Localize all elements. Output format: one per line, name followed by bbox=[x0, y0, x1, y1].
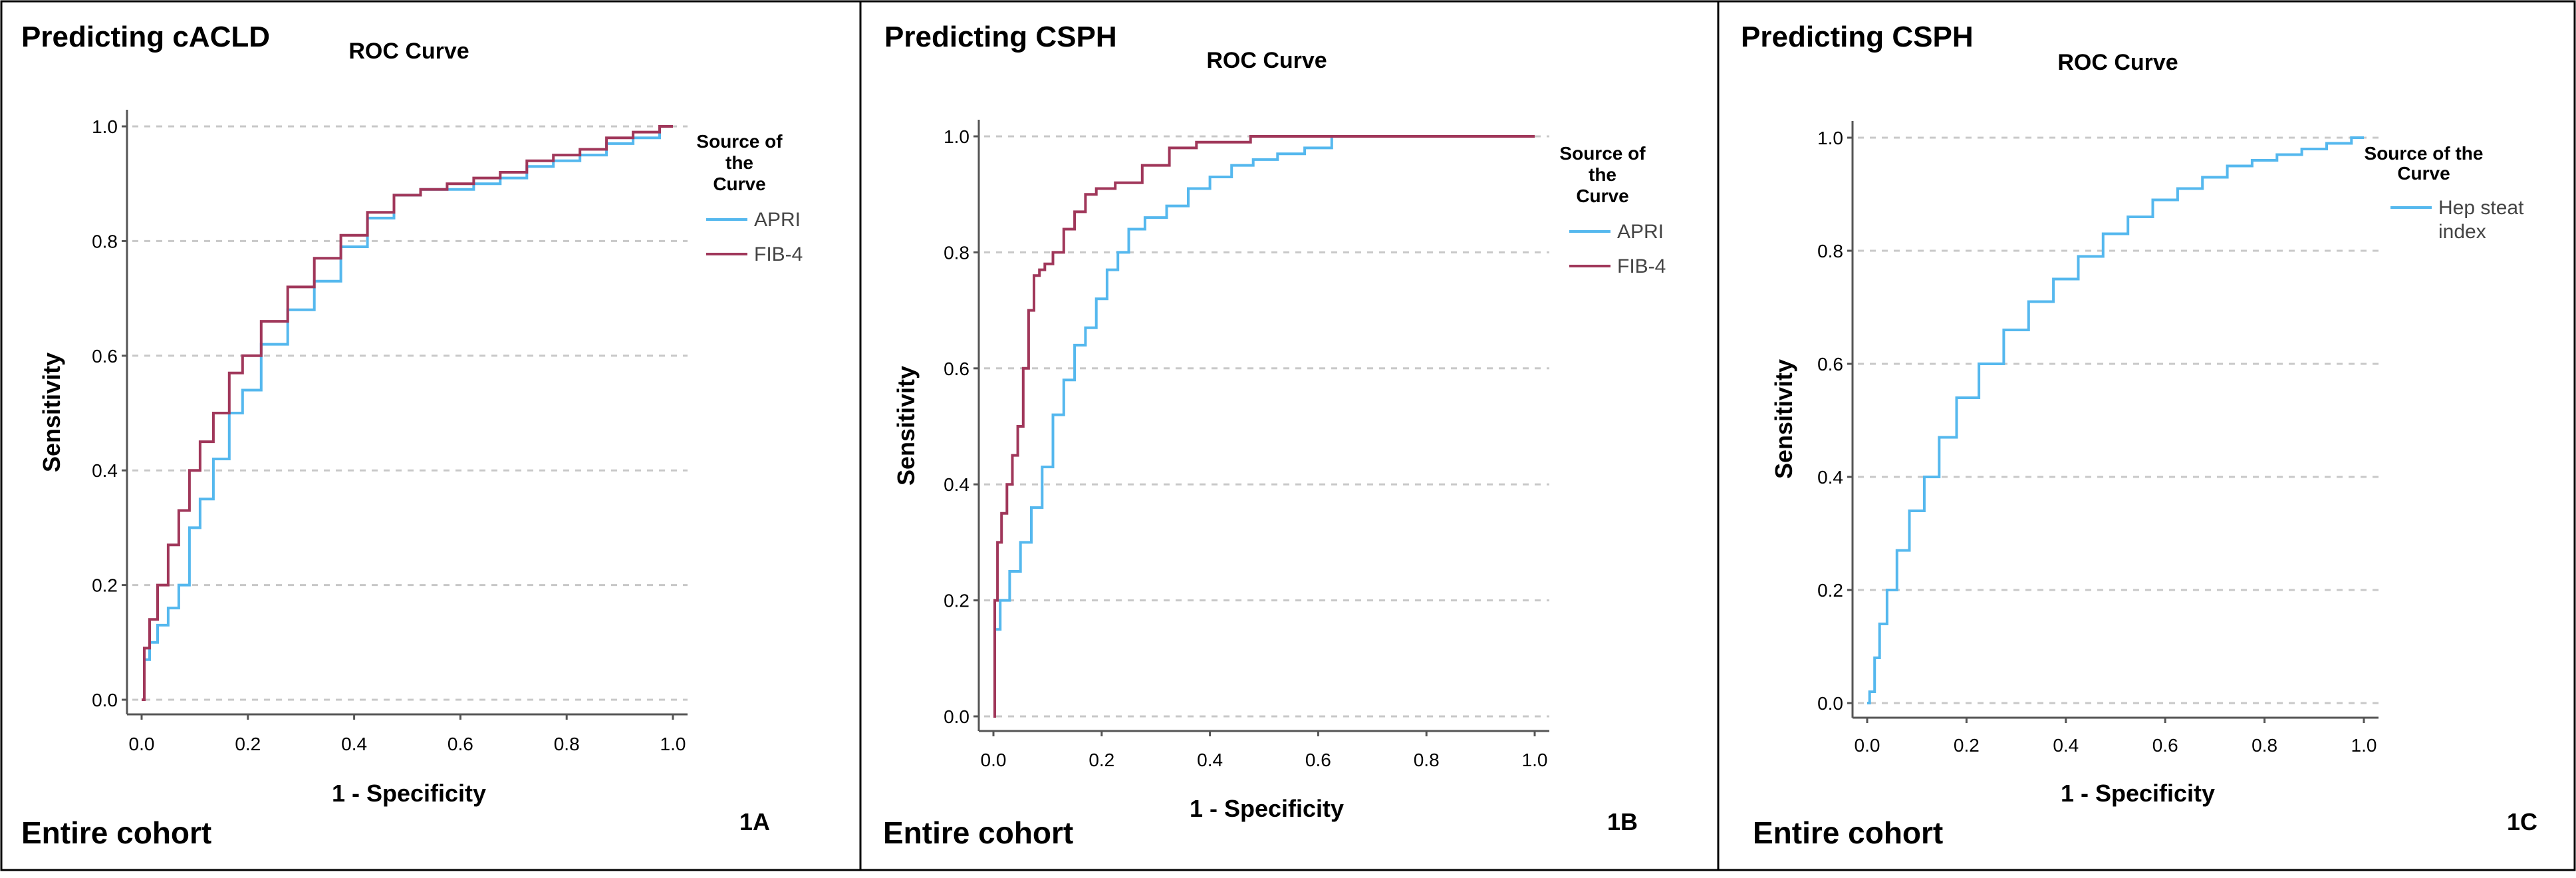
x-tick-label: 0.8 bbox=[1414, 750, 1440, 770]
y-tick-label: 0.0 bbox=[1817, 693, 1843, 714]
panel-1a-heading: Predicting cACLD bbox=[21, 21, 270, 53]
y-tick-label: 0.2 bbox=[1817, 580, 1843, 601]
panel-1c-border bbox=[1717, 0, 2576, 871]
roc-curve-fib-4 bbox=[993, 135, 1535, 718]
legend-label: APRI bbox=[754, 209, 801, 231]
y-tick-label: 0.8 bbox=[92, 231, 118, 251]
roc-curve-hep-steat-index bbox=[1867, 136, 2364, 704]
x-tick-label: 0.0 bbox=[129, 734, 155, 754]
x-tick-label: 0.8 bbox=[2252, 735, 2277, 756]
panel-1b-heading: Predicting CSPH bbox=[884, 21, 1117, 53]
y-tick-label: 0.4 bbox=[1817, 467, 1843, 488]
panel-1b-chart-title: ROC Curve bbox=[1206, 48, 1327, 73]
x-tick-label: 0.6 bbox=[2152, 735, 2178, 756]
panel-1c-chart-title: ROC Curve bbox=[2057, 50, 2178, 75]
y-tick-label: 0.8 bbox=[944, 242, 969, 263]
y-tick-label: 0.4 bbox=[944, 474, 969, 495]
x-tick-label: 0.0 bbox=[981, 750, 1007, 770]
y-tick-label: 0.2 bbox=[92, 575, 118, 596]
y-tick-label: 1.0 bbox=[92, 116, 118, 137]
panel-1b-id: 1B bbox=[1607, 808, 1638, 835]
panel-1a-plot: 0.0 0.2 0.4 0.6 0.8 1.0 0.0 0.2 0.4 0.6 0.8 1.0 bbox=[92, 110, 688, 754]
x-tick-label: 0.2 bbox=[1954, 735, 1980, 756]
panel-1a-chart-title: ROC Curve bbox=[348, 39, 469, 64]
panel-1a-x-axis-title: 1 - Specificity bbox=[332, 780, 486, 807]
legend-title: Curve bbox=[1576, 186, 1628, 206]
x-tick-label: 0.6 bbox=[1305, 750, 1331, 770]
y-tick-label: 0.8 bbox=[1817, 241, 1843, 261]
legend-title: Source of bbox=[1559, 143, 1646, 164]
panel-1b: Predicting CSPH ROC Curve 0.00.20.40.60.… bbox=[859, 0, 1720, 871]
panel-1b-footer: Entire cohort bbox=[883, 815, 1073, 850]
x-tick-label: 0.0 bbox=[1855, 735, 1880, 756]
panel-1c-x-axis-title: 1 - Specificity bbox=[2061, 780, 2215, 807]
y-tick-label: 0.4 bbox=[92, 460, 118, 481]
x-tick-label: 0.8 bbox=[554, 734, 580, 754]
y-tick-label: 0.0 bbox=[944, 706, 969, 727]
panel-1a-id: 1A bbox=[739, 808, 770, 835]
x-tick-label: 1.0 bbox=[660, 734, 686, 754]
panel-1c-id: 1C bbox=[2507, 808, 2537, 835]
roc-curve-apri bbox=[993, 135, 1535, 718]
panel-1a-footer: Entire cohort bbox=[21, 815, 211, 850]
y-tick-label: 1.0 bbox=[944, 126, 969, 147]
y-tick-label: 0.6 bbox=[92, 346, 118, 366]
roc-curve-fib-4 bbox=[142, 125, 673, 701]
legend-title: the bbox=[725, 152, 753, 173]
legend-label: index bbox=[2438, 221, 2486, 243]
x-tick-label: 0.2 bbox=[1089, 750, 1114, 770]
panel-1c-y-axis-title: Sensitivity bbox=[1770, 359, 1797, 479]
panel-1b-plot: 0.0 0.2 0.4 0.6 0.8 1.0 0.0 0.2 0.4 0.6 0.8 1.0 bbox=[944, 120, 1549, 770]
legend-title: Curve bbox=[2397, 163, 2450, 184]
y-tick-label: 0.6 bbox=[944, 359, 969, 379]
legend-title: Curve bbox=[713, 174, 765, 194]
panel-1c-heading: Predicting CSPH bbox=[1741, 21, 1974, 53]
panel-1c-footer: Entire cohort bbox=[1753, 815, 1943, 850]
x-tick-label: 0.6 bbox=[448, 734, 473, 754]
x-tick-label: 1.0 bbox=[2351, 735, 2377, 756]
legend-title: the bbox=[1589, 164, 1616, 185]
roc-curve-apri bbox=[142, 125, 673, 701]
legend-label: FIB-4 bbox=[754, 243, 803, 265]
legend-title: Source of bbox=[696, 131, 783, 152]
y-tick-label: 0.2 bbox=[944, 591, 969, 611]
y-tick-label: 1.0 bbox=[1817, 128, 1843, 148]
panel-1c: Predicting CSPH ROC Curve 0.00.20.40.60.… bbox=[1717, 0, 2576, 871]
legend-title: Source of the bbox=[2365, 143, 2484, 164]
legend-label: APRI bbox=[1617, 221, 1664, 243]
x-tick-label: 0.4 bbox=[1197, 750, 1223, 770]
panel-1b-x-axis-title: 1 - Specificity bbox=[1190, 795, 1344, 822]
panel-1c-plot: 0.0 0.2 0.4 0.6 0.8 1.0 0.0 0.2 0.4 0.6 0.8 1.0 bbox=[1817, 121, 2379, 756]
panel-1a-border bbox=[0, 0, 862, 871]
panel-1a-y-axis-title: Sensitivity bbox=[38, 353, 65, 472]
x-tick-label: 1.0 bbox=[1522, 750, 1548, 770]
y-tick-label: 0.0 bbox=[92, 690, 118, 710]
x-tick-label: 0.4 bbox=[2053, 735, 2079, 756]
panel-1a: Predicting cACLD ROC Curve 0.00.20.40.60… bbox=[0, 0, 862, 871]
legend-label: Hep steat bbox=[2438, 197, 2524, 219]
legend-label: FIB-4 bbox=[1617, 255, 1666, 277]
panel-1b-border bbox=[859, 0, 1720, 871]
y-tick-label: 0.6 bbox=[1817, 354, 1843, 374]
x-tick-label: 0.2 bbox=[235, 734, 261, 754]
x-tick-label: 0.4 bbox=[341, 734, 367, 754]
panel-1b-y-axis-title: Sensitivity bbox=[892, 366, 920, 486]
